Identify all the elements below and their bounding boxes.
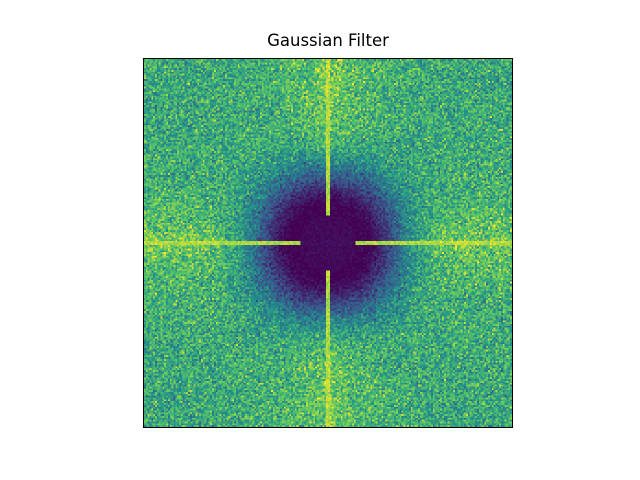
chart-title: Gaussian Filter xyxy=(267,31,389,50)
heatmap-plot-area xyxy=(143,58,513,428)
heatmap-image xyxy=(144,59,512,427)
